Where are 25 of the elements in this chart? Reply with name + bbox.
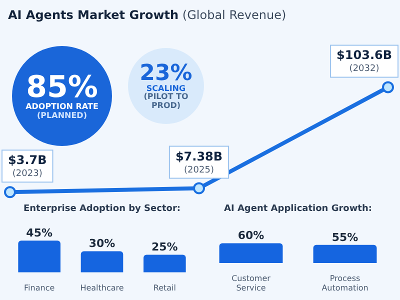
chart-title: AI Agent Application Growth: <box>223 204 373 214</box>
x-tick-label: Finance <box>24 283 55 292</box>
data-label: $7.38B <box>175 149 223 164</box>
annotation: ADOPTION RATE <box>26 102 98 112</box>
x-tick-label: Process Automation <box>322 274 368 292</box>
x-tick-label: (2025) <box>184 165 214 176</box>
chart-title: AI Agents Market Growth <box>8 8 179 22</box>
data-label: 60% <box>238 229 264 242</box>
data-label: $3.7B <box>8 153 47 168</box>
x-tick-label: Retail <box>153 283 176 292</box>
annotation: SCALING <box>146 84 186 93</box>
annotation: (PILOT TO PROD) <box>142 92 190 110</box>
data-label: $103.6B <box>336 48 392 62</box>
x-tick-label: (2023) <box>12 169 42 180</box>
x-tick-label: (2032) <box>349 64 380 74</box>
data-label: 25% <box>151 240 178 254</box>
x-tick-label: Customer Service <box>232 274 272 292</box>
data-label: 30% <box>88 237 116 250</box>
x-tick-label: Healthcare <box>80 283 124 292</box>
chart-title: Enterprise Adoption by Sector: <box>22 204 182 214</box>
data-label: 55% <box>332 230 358 244</box>
annotation: (PLANNED) <box>37 110 87 120</box>
text: 23% <box>140 60 192 86</box>
data-label: 45% <box>26 226 53 240</box>
chart-subtitle: (Global Revenue) <box>182 8 286 22</box>
